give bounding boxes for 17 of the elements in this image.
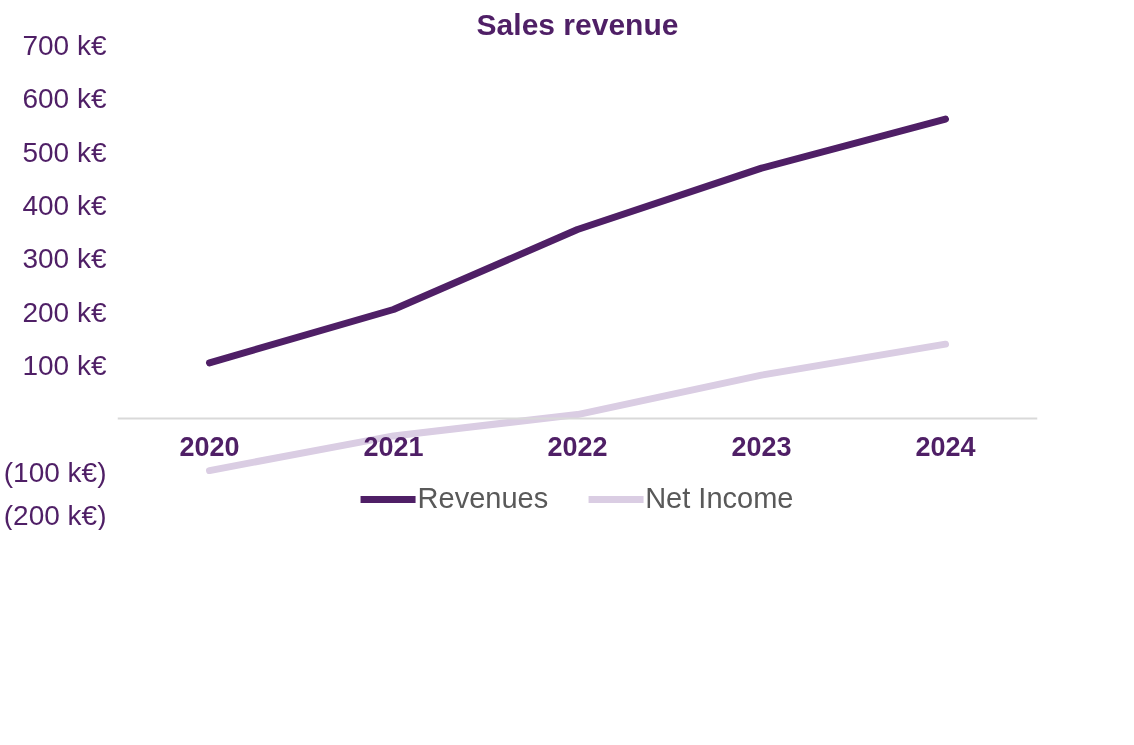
x-tick-label: 2022: [547, 431, 608, 462]
x-tick-label: 2020: [179, 431, 240, 462]
y-tick-label: 200 k€: [22, 296, 107, 328]
chart-title: Sales revenue: [476, 7, 679, 41]
x-tick-label: 2021: [363, 431, 424, 462]
y-tick-label: (200 k€): [3, 499, 107, 531]
legend-label: Net Income: [645, 482, 794, 515]
y-tick-label: 600 k€: [22, 83, 107, 115]
y-tick-label: (100 k€): [3, 456, 107, 488]
y-tick-label: 500 k€: [22, 136, 107, 168]
y-tick-label: 700 k€: [22, 30, 107, 61]
x-tick-label: 2024: [915, 431, 976, 462]
legend-label: Revenues: [417, 482, 549, 515]
y-tick-label: 300 k€: [22, 243, 107, 275]
x-tick-label: 2023: [731, 431, 792, 462]
y-tick-label: 400 k€: [22, 190, 107, 221]
y-tick-label: 100 k€: [22, 350, 107, 381]
